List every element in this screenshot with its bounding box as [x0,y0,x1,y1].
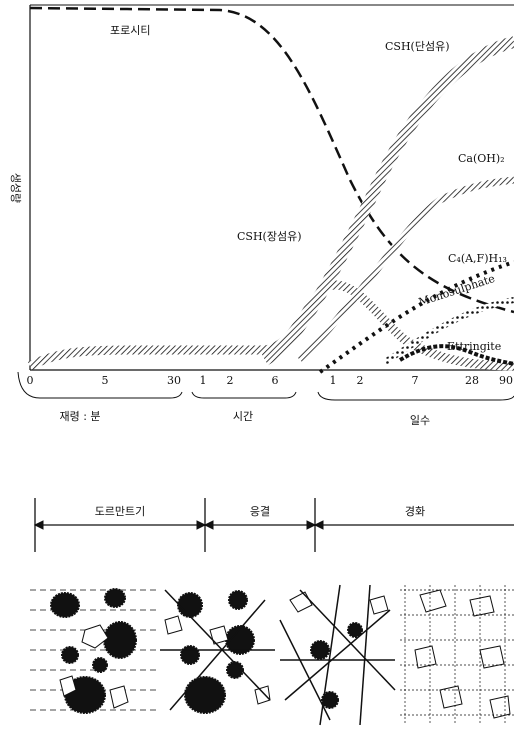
tick-label: 2 [357,374,364,387]
diagram: 생성량 포로시티 CSH(단섬유) Ca(OH)₂ CSH(장섬유) C₄(A,… [0,0,514,730]
porosity-label: 포로시티 [110,24,150,37]
tick-label: 28 [465,374,479,387]
ettringite-label: Ettringite [447,340,501,353]
csh-long-label: CSH(장섬유) [237,230,302,243]
caoh2-label: Ca(OH)₂ [458,152,505,165]
tick-label: 30 [167,374,181,387]
tick-label: 1 [200,374,207,387]
y-axis-label: 생성량 [9,173,22,203]
tick-label: 5 [102,374,109,387]
days-label: 일수 [410,413,430,427]
tick-label: 0 [27,374,34,387]
minutes-label: 재령 : 분 [59,410,100,423]
stage-label: 도르만트기 [95,505,146,518]
porosity-curve [30,8,514,312]
stage-label: 응결 [250,505,270,518]
tick-label: 6 [272,374,279,387]
c4afh13-label: C₄(A,F)H₁₃ [448,252,507,265]
chart-frame [30,5,514,370]
tick-label: 7 [412,374,419,387]
axis-braces [18,372,514,400]
micrographs [30,585,514,725]
tick-label: 1 [330,374,337,387]
stage-label: 경화 [405,505,425,518]
curves [30,8,514,372]
tick-label: 90 [499,374,513,387]
csh-short-label: CSH(단섬유) [385,40,450,53]
hours-label: 시간 [233,410,253,423]
tick-labels: 0 5 30 1 2 6 1 2 7 28 90 [27,374,514,387]
tick-label: 2 [227,374,234,387]
